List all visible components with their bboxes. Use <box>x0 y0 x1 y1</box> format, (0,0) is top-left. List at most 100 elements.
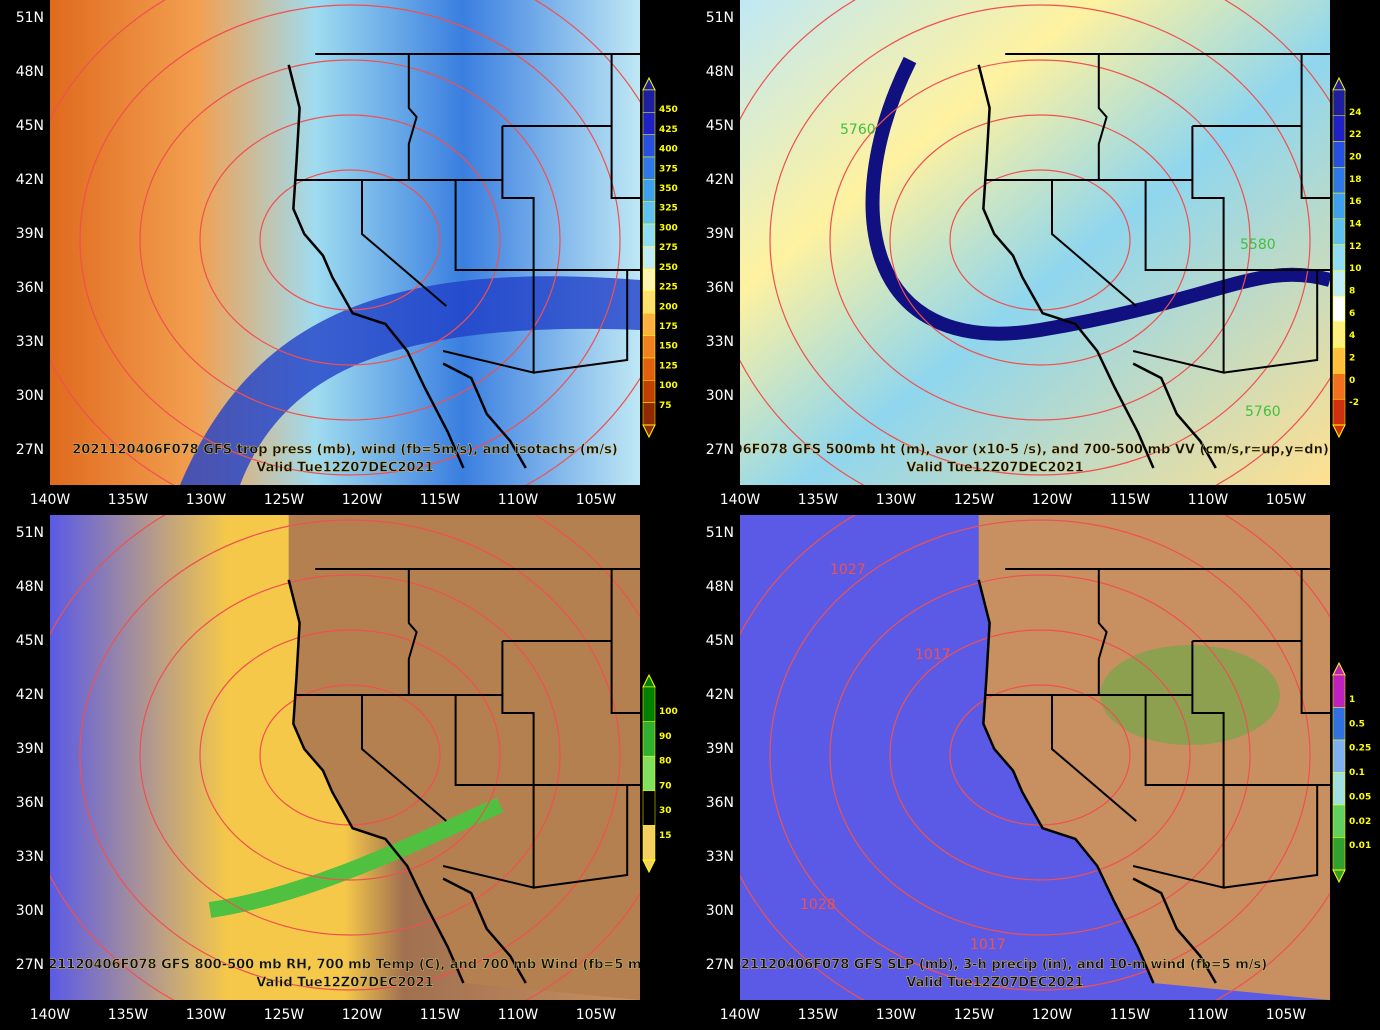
state-border <box>361 180 447 307</box>
colorbar-segment <box>642 721 656 757</box>
lon-label: 120W <box>1032 1007 1073 1023</box>
contour-line <box>769 519 1311 991</box>
colorbar-label: 125 <box>659 361 678 371</box>
lon-label: 105W <box>576 492 617 508</box>
state-border <box>1144 695 1224 786</box>
colorbar-segment <box>642 380 656 403</box>
coastline <box>977 579 1155 984</box>
colorbar-label: 0.25 <box>1349 744 1371 754</box>
state-border <box>1300 54 1330 199</box>
colorbar-segment <box>642 156 656 180</box>
contour-label: 1027 <box>830 562 866 578</box>
jet-band <box>180 276 640 485</box>
colorbar-label: 0 <box>1349 376 1355 386</box>
state-border <box>501 641 640 786</box>
lat-label: 30N <box>706 388 734 404</box>
colorbar-segment <box>1332 295 1346 323</box>
lon-label: 120W <box>342 492 383 508</box>
colorbar-label: 90 <box>659 732 672 742</box>
lat-label: 45N <box>16 633 44 649</box>
colorbar-bottom-cap <box>642 424 656 439</box>
contour-label: 1028 <box>800 897 836 913</box>
colorbar-segment <box>1332 141 1346 168</box>
colorbar-label: 6 <box>1349 309 1355 319</box>
colorbar-segment <box>642 755 656 792</box>
lat-label: 27N <box>16 957 44 973</box>
map-caption: Valid Tue12Z07DEC2021 <box>906 461 1083 476</box>
colorbar-label: 100 <box>659 707 678 717</box>
state-border <box>454 180 534 271</box>
colorbar-segment <box>1332 321 1346 348</box>
colorbar-segment <box>1332 244 1346 271</box>
contour-line <box>139 574 561 936</box>
lat-label: 36N <box>16 280 44 296</box>
lat-label: 39N <box>706 226 734 242</box>
lat-label: 51N <box>16 10 44 26</box>
colorbar-label: 24 <box>1349 108 1362 118</box>
colorbar-label: 375 <box>659 164 678 174</box>
contour-label: 1017 <box>970 937 1006 953</box>
lon-label: 125W <box>264 1007 305 1023</box>
state-border <box>1223 270 1319 374</box>
colorbar-label: 1 <box>1349 695 1355 705</box>
coastline <box>287 64 465 469</box>
colorbar-label: 70 <box>659 781 672 791</box>
lon-label: 140W <box>30 492 71 508</box>
contour-label: 5580 <box>1240 237 1276 253</box>
colorbar-label: 0.02 <box>1349 817 1371 827</box>
map-caption: 2021120406F078 GFS 800-500 mb RH, 700 mb… <box>30 958 660 973</box>
colorbar-label: 22 <box>1349 130 1362 140</box>
map-panel: 5760 5580 5760 2021120406F078 GFS 500mb ht … <box>661 0 1330 485</box>
colorbar-label: 100 <box>659 381 678 391</box>
lon-label: 130W <box>876 492 917 508</box>
contour-label: 5760 <box>1245 404 1281 420</box>
state-border <box>407 54 418 180</box>
coastline <box>287 579 465 984</box>
colorbar-label: 300 <box>659 223 678 233</box>
colorbar-segment <box>1332 707 1346 741</box>
lon-label: 120W <box>1032 492 1073 508</box>
lon-label: 135W <box>108 1007 149 1023</box>
colorbar-top-cap <box>1332 661 1346 676</box>
lat-label: 45N <box>706 118 734 134</box>
colorbar-label: 2 <box>1349 354 1355 364</box>
lon-label: 140W <box>720 1007 761 1023</box>
lon-label: 130W <box>876 1007 917 1023</box>
lon-label: 105W <box>1266 492 1307 508</box>
colorbar-label: 225 <box>659 283 678 293</box>
state-border <box>610 569 640 714</box>
lat-label: 39N <box>16 226 44 242</box>
colorbar-label: 250 <box>659 263 678 273</box>
lat-label: 51N <box>706 10 734 26</box>
state-border <box>1191 641 1330 786</box>
lon-label: 120W <box>342 1007 383 1023</box>
lat-label: 48N <box>16 64 44 80</box>
colorbar-segment <box>1332 373 1346 400</box>
contour-line <box>889 629 1191 881</box>
colorbar-segment <box>642 825 656 861</box>
map-caption: 2021120406F078 GFS 500mb ht (m), avor (x… <box>661 443 1329 458</box>
colorbar-label: 0.1 <box>1349 768 1365 778</box>
colorbar-segment <box>642 313 656 336</box>
contour-line <box>199 114 501 366</box>
lat-label: 30N <box>16 903 44 919</box>
lat-label: 27N <box>706 442 734 458</box>
colorbar-segment <box>1332 398 1346 426</box>
coastline <box>442 877 527 984</box>
lat-label: 39N <box>16 741 44 757</box>
colorbar-label: 450 <box>659 105 678 115</box>
state-border <box>1097 54 1108 180</box>
colorbar-label: 350 <box>659 184 678 194</box>
lat-label: 51N <box>706 525 734 541</box>
colorbar-segment <box>642 686 656 722</box>
map-caption: 2021120406F078 GFS trop press (mb), wind… <box>72 443 618 458</box>
colorbar-bottom-cap <box>1332 869 1346 884</box>
lat-label: 45N <box>706 633 734 649</box>
coastline <box>442 362 527 469</box>
lon-label: 140W <box>30 1007 71 1023</box>
colorbar-label: 4 <box>1349 331 1355 341</box>
colorbar-segment <box>1332 192 1346 220</box>
lat-label: 48N <box>16 579 44 595</box>
lon-label: 135W <box>798 1007 839 1023</box>
